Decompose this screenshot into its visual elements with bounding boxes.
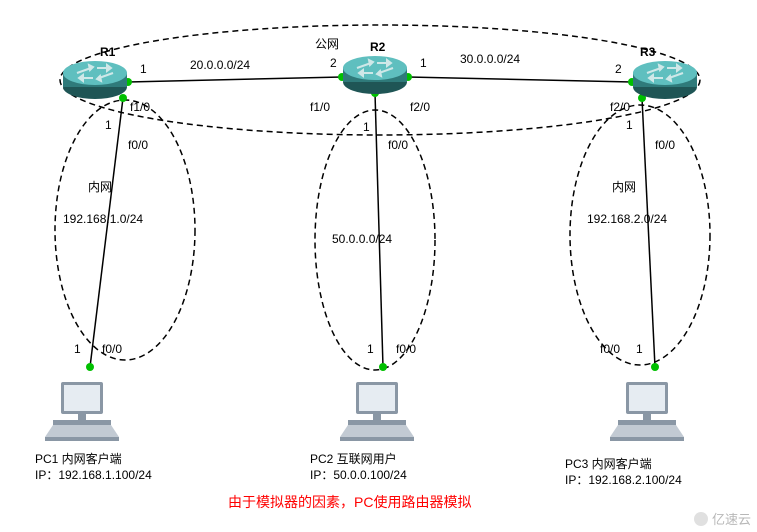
label-pc3-port1: 1 (636, 342, 643, 356)
label-right-innet: 内网 (612, 178, 636, 195)
pc1-icon (45, 382, 119, 441)
label-mid-net: 50.0.0.0/24 (332, 232, 392, 246)
label-pc1-line1: PC1 内网客户端 (35, 450, 122, 467)
label-right-net: 192.168.2.0/24 (587, 212, 667, 226)
label-r3-down1: 1 (626, 118, 633, 132)
pc2-icon (340, 382, 414, 441)
label-pc2-port1: 1 (367, 342, 374, 356)
watermark-text: 亿速云 (712, 509, 751, 528)
link-r1-pc1 (90, 98, 123, 367)
label-r3-f00: f0/0 (655, 138, 675, 152)
label-r1-f10: f1/0 (130, 100, 150, 114)
ellipse-left (55, 100, 195, 360)
label-r2-port1: 1 (420, 56, 427, 70)
router-r3 (633, 61, 697, 99)
label-r1: R1 (100, 45, 115, 59)
label-pc3-line2: IP：192.168.2.100/24 (565, 471, 682, 488)
label-seg-r2r3: 30.0.0.0/24 (460, 52, 520, 66)
label-pc3-f00: f0/0 (600, 342, 620, 356)
label-pc3-line1: PC3 内网客户端 (565, 455, 652, 472)
label-pc2-line1: PC2 互联网用户 (310, 450, 397, 467)
label-r2-down1: 1 (363, 120, 370, 134)
link-r3-pc3 (642, 98, 655, 367)
label-left-net: 192.168.1.0/24 (63, 212, 143, 226)
label-pc1-line2: IP：192.168.1.100/24 (35, 466, 152, 483)
link-r2-r3 (408, 77, 632, 82)
link-r2-pc2 (375, 93, 383, 367)
label-r2-port2: 2 (330, 56, 337, 70)
label-seg-r1r2: 20.0.0.0/24 (190, 58, 250, 72)
label-r3-port2: 2 (615, 62, 622, 76)
label-r3: R3 (640, 45, 655, 59)
label-r2-f20: f2/0 (410, 100, 430, 114)
label-r2-f10: f1/0 (310, 100, 330, 114)
label-pc1-f00: f0/0 (102, 342, 122, 356)
label-r1-down1: 1 (105, 118, 112, 132)
watermark-icon (694, 512, 708, 526)
router-r1 (63, 61, 127, 99)
router-r2 (343, 56, 407, 94)
label-pc2-f00: f0/0 (396, 342, 416, 356)
label-r1-port1: 1 (140, 62, 147, 76)
label-pc1-port1: 1 (74, 342, 81, 356)
label-left-innet: 内网 (88, 178, 112, 195)
label-r2: R2 (370, 40, 385, 54)
footer-note: 由于模拟器的因素，PC使用路由器模拟 (228, 492, 471, 512)
pc3-icon (610, 382, 684, 441)
ellipse-right (570, 105, 710, 365)
label-public-net: 公网 (315, 35, 339, 52)
label-r1-f00: f0/0 (128, 138, 148, 152)
label-r2-f00: f0/0 (388, 138, 408, 152)
label-r3-f20: f2/0 (610, 100, 630, 114)
watermark: 亿速云 (694, 509, 751, 528)
link-r1-r2 (128, 77, 342, 82)
label-pc2-line2: IP：50.0.0.100/24 (310, 466, 407, 483)
